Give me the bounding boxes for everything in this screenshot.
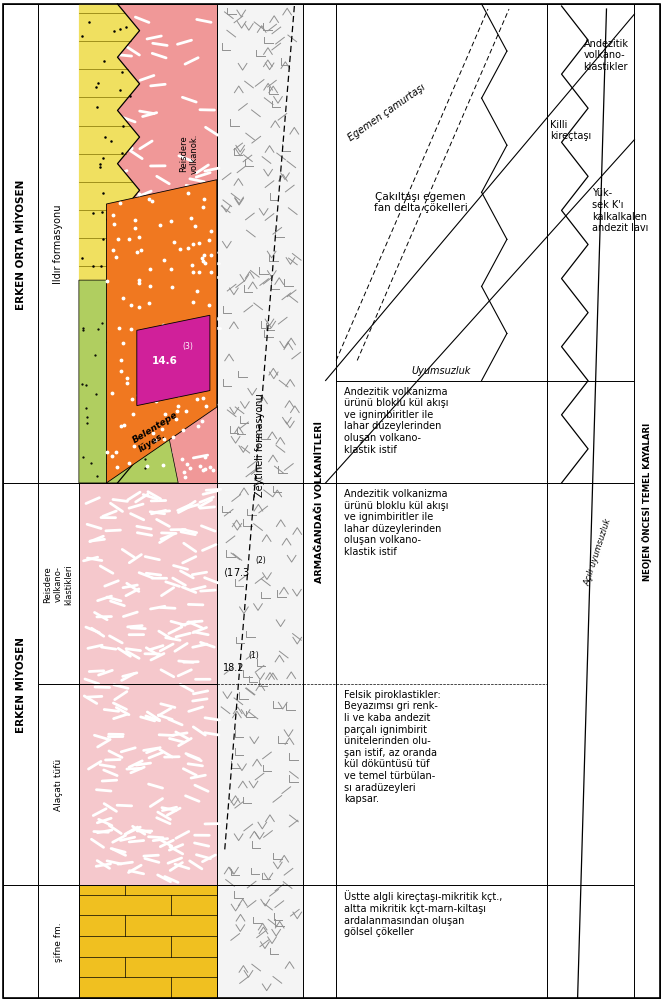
Bar [3, 5, 38, 483]
Polygon shape [79, 5, 140, 483]
Text: 18.2: 18.2 [223, 662, 245, 672]
Text: (2): (2) [255, 556, 266, 564]
Bar [38, 5, 79, 483]
Bar [336, 483, 547, 885]
Bar [303, 5, 336, 998]
Text: ERKEN ORTA MİYOSEN: ERKEN ORTA MİYOSEN [15, 180, 26, 309]
Text: Andezitik
volkano-
klastikler: Andezitik volkano- klastikler [583, 38, 629, 72]
Text: 14.6: 14.6 [151, 356, 177, 366]
Bar [634, 5, 660, 998]
Bar [336, 5, 547, 483]
Polygon shape [107, 181, 217, 483]
Text: Reisdere
volkanok.: Reisdere volkanok. [180, 133, 199, 175]
Text: Andezitik volkanizma
ürünü bloklu kül akışı
ve ignimbiritler ile
lahar düzeyleri: Andezitik volkanizma ürünü bloklu kül ak… [344, 386, 449, 454]
Text: Andezitik volkanizma
ürünü bloklu kül akışı
ve ignimbiritler ile
lahar düzeyleri: Andezitik volkanizma ürünü bloklu kül ak… [344, 488, 449, 557]
Text: Zeytineli formasyonu: Zeytineli formasyonu [255, 393, 265, 496]
Bar [3, 885, 38, 998]
Text: (1): (1) [249, 651, 259, 659]
Text: (3): (3) [182, 342, 193, 350]
Bar [79, 885, 217, 998]
Text: $\langle$17.3: $\langle$17.3 [223, 566, 250, 578]
Polygon shape [79, 281, 178, 483]
Bar [79, 483, 217, 885]
Text: Çakıltaşı egemen
fan delta çökelleri: Çakıltaşı egemen fan delta çökelleri [373, 192, 467, 214]
Text: NEOJEN ÖNCESİ TEMEL KAYALARI: NEOJEN ÖNCESİ TEMEL KAYALARI [642, 422, 652, 581]
Text: Uyumsuzluk: Uyumsuzluk [412, 366, 471, 376]
Text: Felsik piroklastikler:
Beyazımsı gri renk-
li ve kaba andezit
parçalı ignimbirit: Felsik piroklastikler: Beyazımsı gri ren… [344, 689, 441, 803]
Bar [38, 483, 79, 684]
Text: Yük-
sek K'ı
kalkalkalen
andezit lavı: Yük- sek K'ı kalkalkalen andezit lavı [592, 189, 648, 233]
Text: Reisdere
volkano-
klastikleri: Reisdere volkano- klastikleri [44, 564, 73, 604]
Text: Açılı uyumsuzluk: Açılı uyumsuzluk [583, 517, 613, 587]
Text: Killi
kireçtaşı: Killi kireçtaşı [550, 119, 591, 141]
Bar [547, 885, 634, 998]
Polygon shape [137, 316, 210, 406]
Text: ERKEN MİYOSEN: ERKEN MİYOSEN [15, 636, 26, 732]
Text: ARMAĞANDAĞI VOLKANİTLERİ: ARMAĞANDAĞI VOLKANİTLERİ [315, 420, 324, 583]
Text: Alaçatı tüfü: Alaçatı tüfü [54, 758, 63, 810]
Text: Üstte algli kireçtaşı-mikritik kçt.,
altta mikritik kçt-marn-kiltaşı
ardalanması: Üstte algli kireçtaşı-mikritik kçt., alt… [344, 890, 503, 937]
Bar [547, 5, 634, 483]
Text: Ildır formasyonu: Ildır formasyonu [53, 205, 64, 284]
Bar [547, 483, 634, 885]
Text: Belentepe
lüyes.: Belentepe lüyes. [131, 409, 186, 453]
Bar [38, 885, 79, 998]
Text: Egemen çamurtaşı: Egemen çamurtaşı [346, 81, 427, 142]
Text: şifne fm.: şifne fm. [54, 922, 63, 961]
Bar [3, 483, 38, 885]
Bar [336, 885, 547, 998]
Bar [217, 5, 303, 998]
Bar [79, 5, 217, 483]
Bar [38, 684, 79, 885]
